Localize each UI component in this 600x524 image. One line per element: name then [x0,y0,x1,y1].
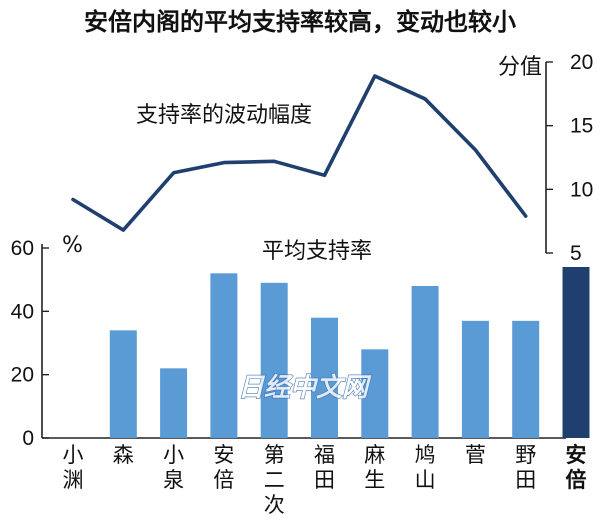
bar-series-label: 平均支持率 [262,239,372,264]
right-tick-label: 20 [570,51,593,74]
category-label-福田: 福田 [314,443,335,492]
bar-森 [109,330,137,438]
category-label-森: 森 [113,443,134,467]
right-tick-label: 5 [570,242,582,265]
category-label-野田: 野田 [515,443,536,492]
category-label-小渊: 小渊 [63,443,84,492]
bar-series [109,267,590,438]
right-tick-label: 10 [570,178,593,201]
right-axis-unit: 分值 [498,55,542,80]
category-label-小泉: 小泉 [163,443,184,492]
right-axis: 5 10 15 20 [545,51,593,265]
category-label-安倍: 安倍 [213,443,234,492]
category-label-菅: 菅 [465,443,486,467]
right-tick-label: 15 [570,115,593,138]
bar-福田 [311,317,338,438]
category-label-麻生: 麻生 [364,443,385,492]
bar-小泉 [160,368,188,438]
bar-野田 [512,320,540,438]
bar-菅 [461,320,489,438]
line-path [71,74,528,232]
category-label-安倍: 安倍 [566,443,587,492]
left-axis-unit: % [62,233,83,258]
left-tick-label: 60 [11,237,34,260]
chart-title: 安倍内阁的平均支持率较高，变动也较小 [84,8,516,36]
bar-鸠山 [411,286,439,438]
left-tick-label: 20 [11,364,34,387]
line-series [71,74,528,232]
left-tick-label: 40 [11,300,34,323]
category-label-鸠山: 鸠山 [415,443,436,492]
left-tick-label: 0 [22,427,34,450]
bar-安倍 [562,267,590,438]
watermark: 日经中文网 [238,373,372,403]
category-label-第二次: 第二次 [264,443,285,517]
line-series-label: 支持率的波动幅度 [136,103,312,128]
bar-安倍 [210,273,238,438]
bar-第二次 [260,282,288,438]
bar-麻生 [361,349,389,438]
